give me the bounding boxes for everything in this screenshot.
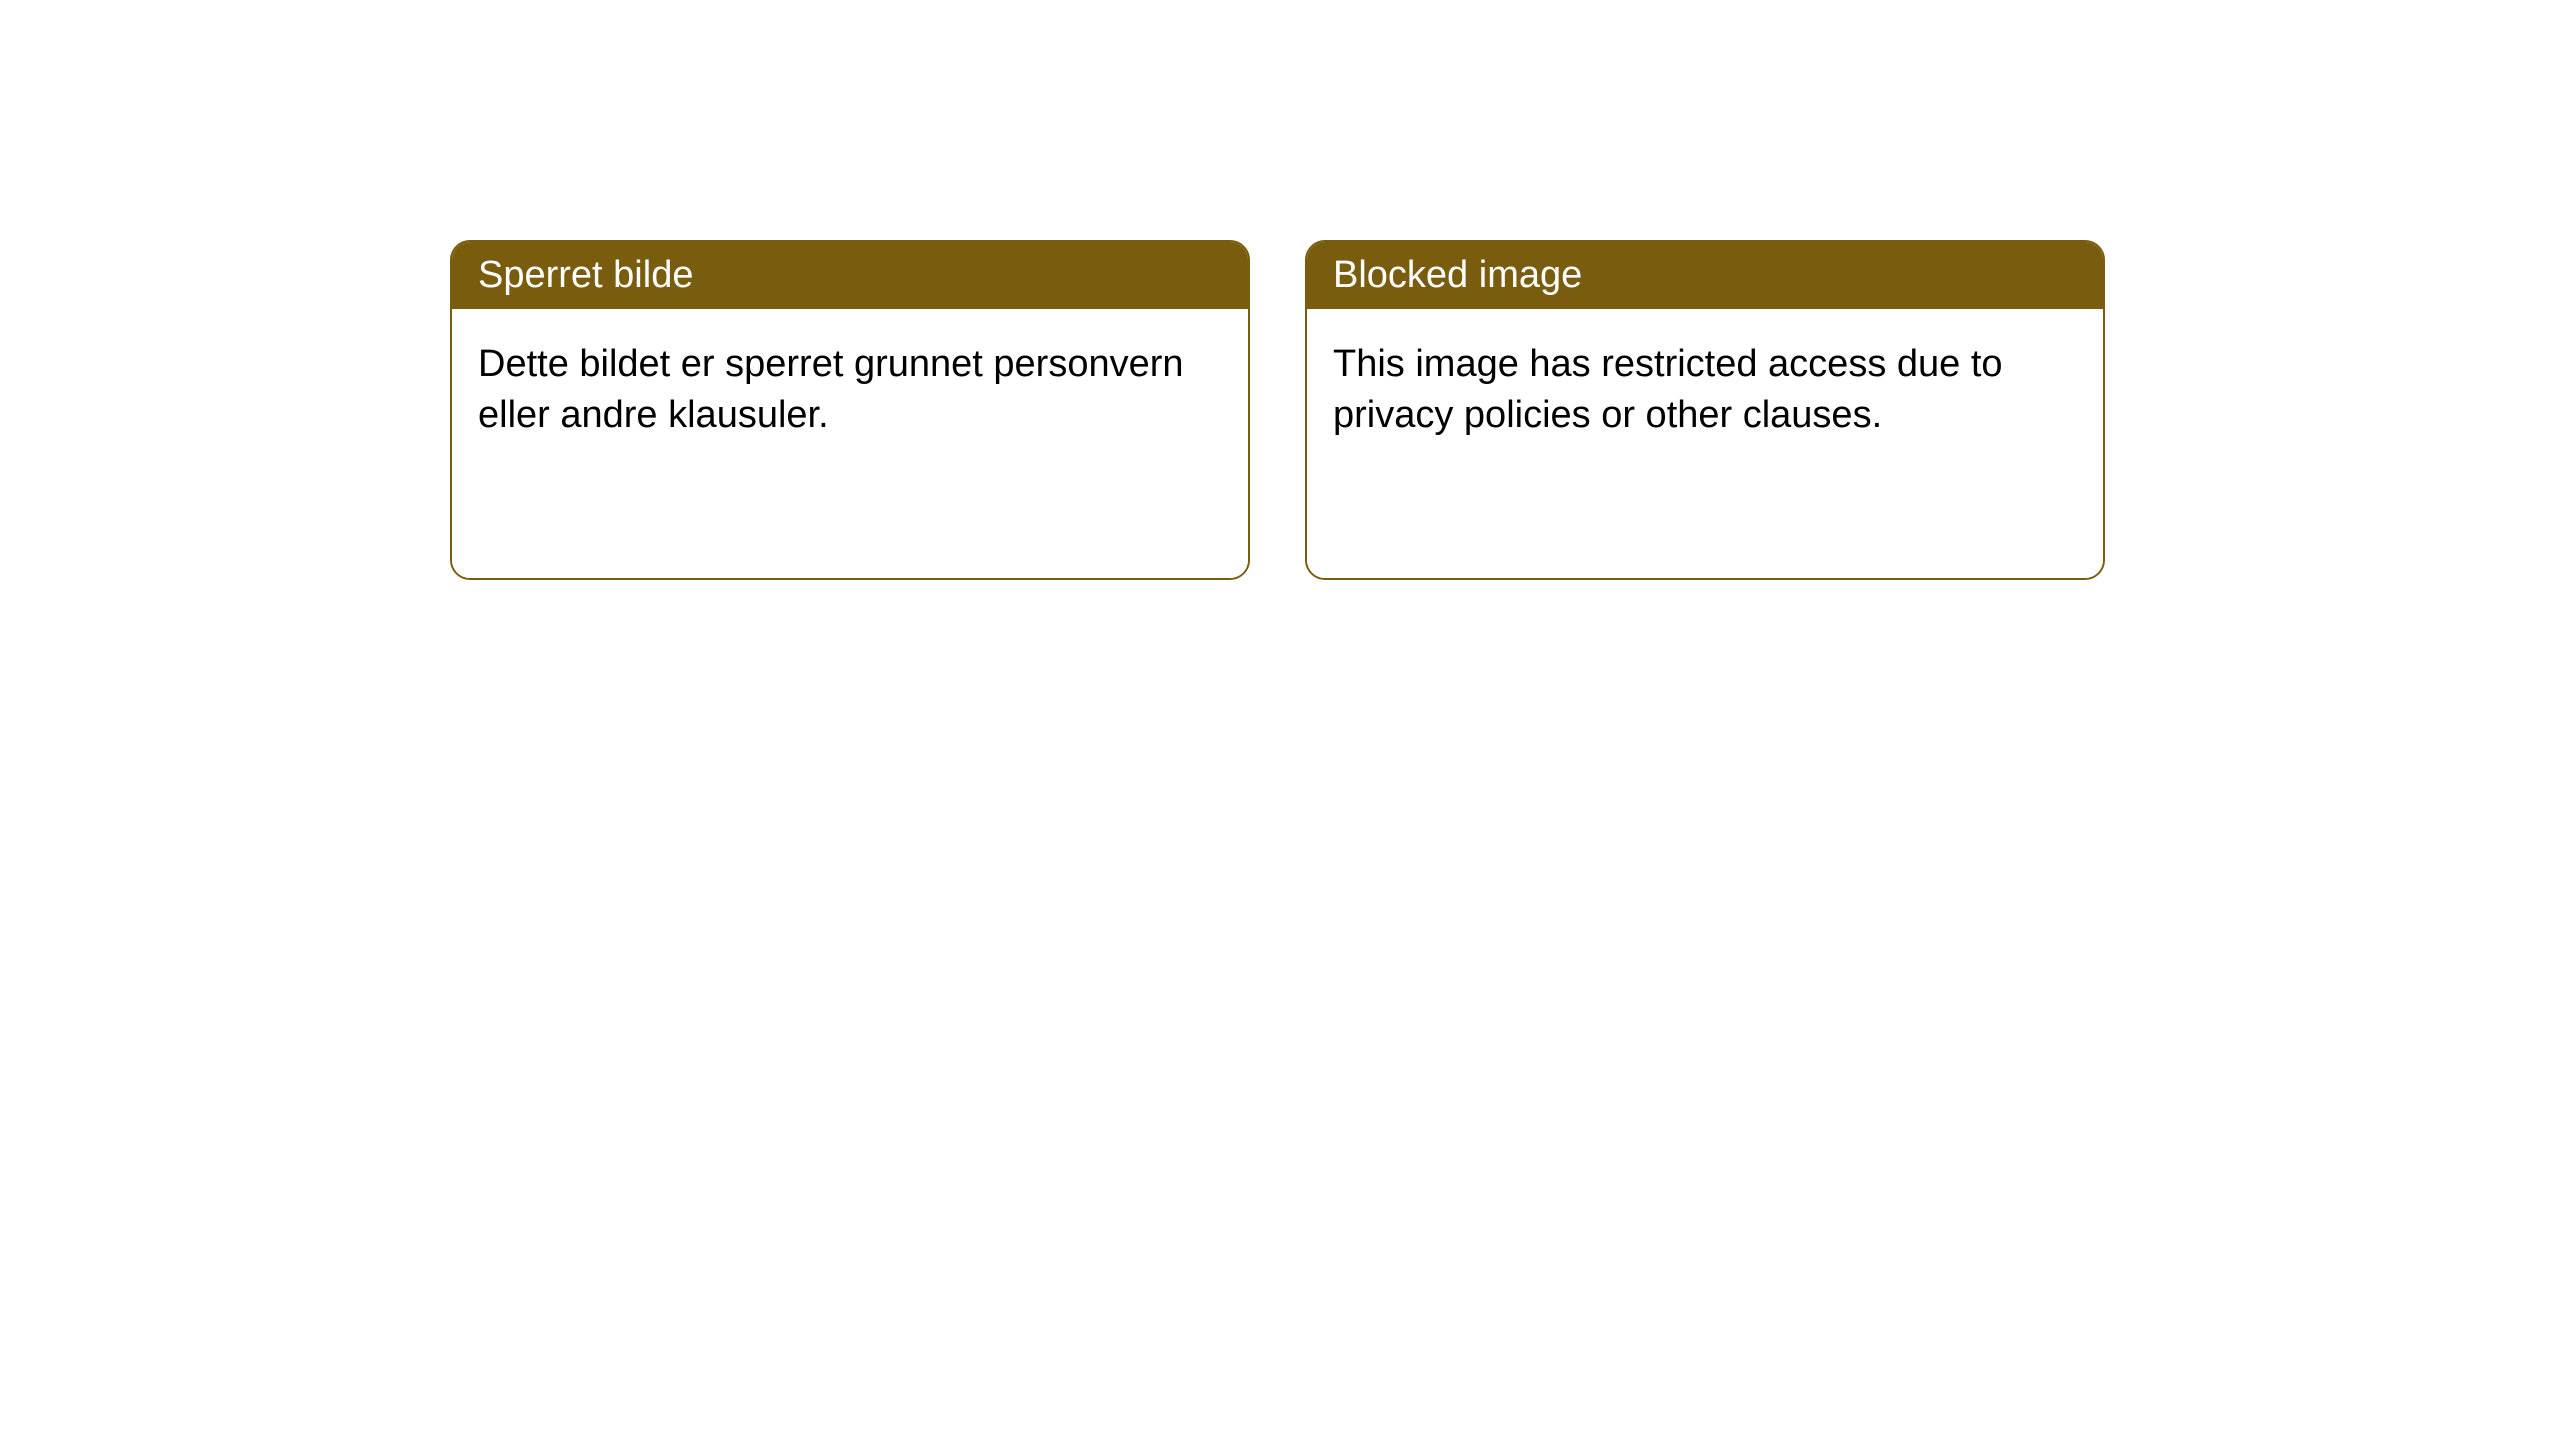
card-title: Blocked image <box>1333 254 1582 296</box>
card-body: Dette bildet er sperret grunnet personve… <box>452 309 1248 578</box>
card-header: Sperret bilde <box>452 242 1248 309</box>
card-body: This image has restricted access due to … <box>1307 309 2103 578</box>
card-title: Sperret bilde <box>478 254 693 296</box>
card-body-text: Dette bildet er sperret grunnet personve… <box>478 343 1184 436</box>
notice-card-norwegian: Sperret bilde Dette bildet er sperret gr… <box>450 240 1250 580</box>
card-header: Blocked image <box>1307 242 2103 309</box>
notice-card-english: Blocked image This image has restricted … <box>1305 240 2105 580</box>
notice-cards-container: Sperret bilde Dette bildet er sperret gr… <box>450 240 2105 580</box>
card-body-text: This image has restricted access due to … <box>1333 343 2003 436</box>
